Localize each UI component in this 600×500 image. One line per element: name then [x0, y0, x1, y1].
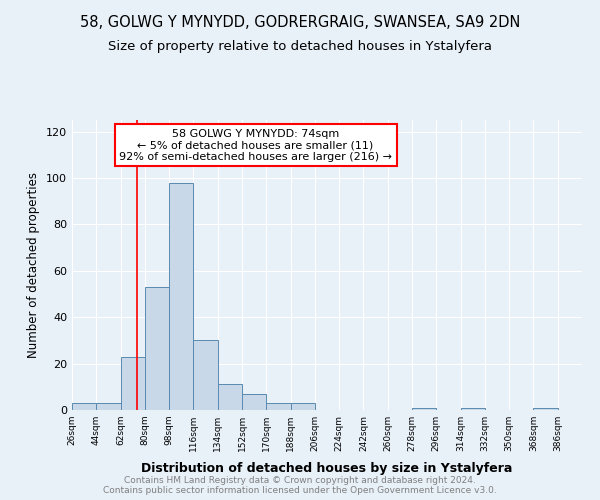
- Text: Contains HM Land Registry data © Crown copyright and database right 2024.
Contai: Contains HM Land Registry data © Crown c…: [103, 476, 497, 495]
- Bar: [145, 287, 169, 410]
- Bar: [533, 408, 558, 410]
- Bar: [266, 403, 290, 410]
- Bar: [461, 408, 485, 410]
- Bar: [242, 394, 266, 410]
- Bar: [96, 403, 121, 410]
- Bar: [193, 340, 218, 410]
- Bar: [72, 403, 96, 410]
- Bar: [121, 356, 145, 410]
- Bar: [169, 182, 193, 410]
- Text: Size of property relative to detached houses in Ystalyfera: Size of property relative to detached ho…: [108, 40, 492, 53]
- X-axis label: Distribution of detached houses by size in Ystalyfera: Distribution of detached houses by size …: [142, 462, 512, 475]
- Text: 58 GOLWG Y MYNYDD: 74sqm
← 5% of detached houses are smaller (11)
92% of semi-de: 58 GOLWG Y MYNYDD: 74sqm ← 5% of detache…: [119, 128, 392, 162]
- Text: 58, GOLWG Y MYNYDD, GODRERGRAIG, SWANSEA, SA9 2DN: 58, GOLWG Y MYNYDD, GODRERGRAIG, SWANSEA…: [80, 15, 520, 30]
- Bar: [290, 403, 315, 410]
- Bar: [412, 408, 436, 410]
- Y-axis label: Number of detached properties: Number of detached properties: [28, 172, 40, 358]
- Bar: [218, 384, 242, 410]
